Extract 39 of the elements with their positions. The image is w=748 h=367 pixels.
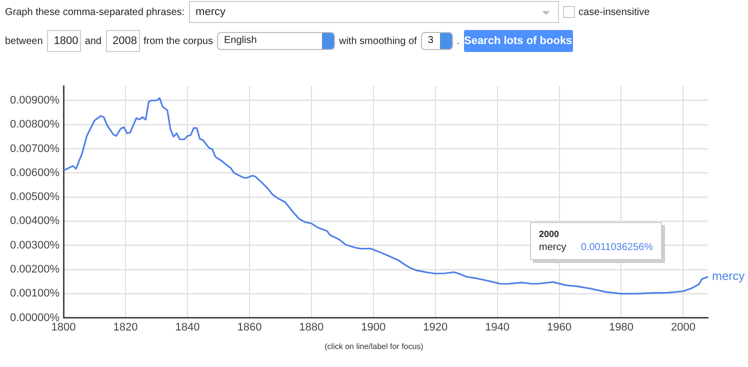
y-tick-label: 0.00600% <box>10 166 60 179</box>
end-year-field: 2008 <box>106 30 140 52</box>
phrase-field: mercy <box>188 1 559 23</box>
corpus-select: English <box>216 32 335 50</box>
x-tick-label: 1960 <box>547 321 572 334</box>
text: Graph these comma-separated phrases: <box>5 6 185 18</box>
x-tick-label: 1940 <box>485 321 510 334</box>
x-tick-label: 1980 <box>609 321 634 334</box>
y-tick-label: 0.00500% <box>10 191 60 204</box>
y-tick-label: 0.00400% <box>10 215 60 228</box>
x-tick-label: 1820 <box>113 321 138 334</box>
y-tick-label: 0.00300% <box>10 239 60 252</box>
y-tick-label: 0.00100% <box>10 288 60 300</box>
x-tick-label: 1800 <box>51 321 76 334</box>
annotation: 2000 <box>539 228 560 242</box>
text: . <box>456 36 460 46</box>
x-tick-label: 1900 <box>361 321 386 334</box>
tooltip-box: 2000 mercy 0.0011036256% <box>530 222 662 260</box>
start-year-field: 1800 <box>46 30 81 52</box>
x-tick-label: 1920 <box>423 321 448 334</box>
y-tick-label: 0.00000% <box>10 312 60 324</box>
text: between <box>5 36 43 46</box>
text: and <box>84 36 102 46</box>
x-tick-label: 1880 <box>299 321 324 334</box>
x-tick-label: 2000 <box>670 321 696 334</box>
smoothing-select: 3 <box>420 32 453 50</box>
x-tick-label: 1840 <box>175 321 200 334</box>
y-tick-label: 0.00800% <box>10 118 60 131</box>
y-tick-label: 0.00200% <box>10 264 60 276</box>
x-tick-label: 1860 <box>237 321 262 334</box>
text: case-insensitive <box>578 6 650 18</box>
text: from the corpus <box>144 36 213 46</box>
series-label: mercy <box>712 269 745 284</box>
y-tick-label: 0.00900% <box>10 94 60 107</box>
search-button: Search lots of books <box>464 30 573 52</box>
text: (click on line/label for focus) <box>324 342 424 351</box>
annotation: 0.0011036256% <box>580 241 653 254</box>
text: with smoothing of <box>338 36 417 46</box>
y-tick-label: 0.00700% <box>10 142 60 155</box>
